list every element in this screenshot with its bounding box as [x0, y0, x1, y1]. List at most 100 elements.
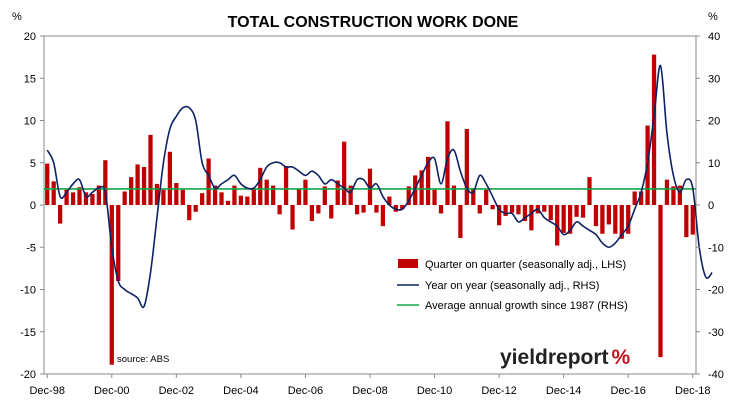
- bar-14: [135, 164, 140, 205]
- bar-40: [303, 179, 308, 205]
- legend: Quarter on quarter (seasonally adj., LHS…: [397, 259, 628, 312]
- bar-21: [180, 189, 185, 205]
- bar-69: [490, 205, 495, 210]
- bar-31: [245, 196, 250, 205]
- bar-0: [45, 163, 50, 205]
- bar-59: [425, 156, 431, 205]
- bar-58: [419, 170, 424, 205]
- left-axis: -20 -15 -10 -5 0 5 10 15 20: [20, 31, 44, 381]
- bar-15: [141, 166, 147, 205]
- bar-94: [651, 54, 657, 206]
- bar-98: [677, 185, 682, 205]
- x-axis: Dec-98 Dec-00 Dec-02 Dec-04 Dec-06 Dec-08 Dec-…: [29, 374, 711, 397]
- bar-24: [200, 193, 205, 205]
- bar-1: [51, 181, 56, 205]
- left-tick-label: -10: [20, 285, 36, 297]
- bar-48: [354, 205, 360, 215]
- left-tick-label: 0: [30, 200, 36, 212]
- x-tick-label: Dec-00: [94, 385, 129, 397]
- bar-88: [613, 205, 618, 234]
- x-tick-label: Dec-16: [610, 385, 645, 397]
- bar-35: [271, 185, 276, 205]
- bar-50: [367, 168, 373, 205]
- right-tick-label: -40: [708, 369, 724, 381]
- bar-18: [161, 189, 166, 205]
- bar-28: [225, 200, 231, 205]
- bar-16: [148, 134, 153, 205]
- bar-13: [129, 177, 134, 205]
- right-tick-label: 40: [708, 31, 720, 43]
- bar-32: [251, 188, 256, 205]
- right-axis-unit: %: [708, 11, 718, 23]
- bar-12: [122, 191, 127, 205]
- bar-55: [400, 205, 405, 210]
- bar-60: [432, 189, 437, 205]
- bar-4: [70, 192, 76, 205]
- bar-63: [451, 185, 457, 205]
- bar-72: [509, 205, 515, 213]
- bar-89: [619, 205, 624, 239]
- bar-5: [77, 187, 82, 205]
- year-on-year-line: [46, 64, 713, 309]
- bar-46: [342, 141, 347, 206]
- bar-49: [361, 205, 366, 213]
- bar-26: [212, 185, 218, 205]
- left-tick-label: -15: [20, 327, 36, 339]
- x-tick-label: Dec-18: [675, 385, 710, 397]
- bar-41: [309, 205, 315, 222]
- left-tick-label: 10: [24, 116, 36, 128]
- bar-38: [290, 205, 295, 230]
- bar-6: [83, 192, 89, 205]
- bar-65: [464, 128, 469, 205]
- right-tick-label: 30: [708, 73, 720, 85]
- bar-73: [516, 205, 521, 215]
- bar-66: [471, 188, 476, 205]
- right-axis: -40 -30 -20 -10 0 10 20 30 40: [696, 31, 724, 381]
- bar-99: [684, 205, 689, 238]
- bar-67: [477, 205, 482, 214]
- bar-20: [174, 183, 179, 205]
- bar-61: [438, 205, 444, 214]
- legend-label-line: Year on year (seasonally adj., RHS): [425, 280, 599, 292]
- bar-71: [503, 205, 508, 216]
- bar-33: [258, 167, 263, 205]
- left-axis-unit: %: [12, 11, 22, 23]
- bar-78: [548, 205, 553, 221]
- bar-100: [690, 205, 695, 235]
- brand-text: yieldreport%: [500, 346, 631, 369]
- bar-70: [496, 205, 502, 226]
- bar-75: [529, 205, 534, 231]
- bar-92: [639, 191, 644, 205]
- bar-74: [522, 205, 528, 222]
- right-tick-label: 20: [708, 116, 720, 128]
- left-tick-label: -5: [26, 242, 36, 254]
- bar-56: [406, 186, 411, 205]
- legend-swatch-bar: [398, 259, 418, 268]
- bar-80: [561, 205, 566, 233]
- bar-97: [671, 186, 676, 205]
- bar-29: [232, 185, 237, 205]
- bar-23: [193, 205, 198, 212]
- right-tick-label: -30: [708, 327, 724, 339]
- bar-85: [593, 205, 599, 227]
- bar-25: [206, 158, 211, 205]
- x-tick-label: Dec-04: [223, 385, 258, 397]
- left-tick-label: 5: [30, 158, 36, 170]
- x-tick-label: Dec-10: [417, 385, 452, 397]
- bar-81: [567, 205, 573, 234]
- bar-2: [58, 205, 63, 224]
- x-tick-label: Dec-98: [29, 385, 64, 397]
- chart-title: TOTAL CONSTRUCTION WORK DONE: [228, 14, 519, 31]
- bar-95: [658, 205, 663, 358]
- left-tick-label: 20: [24, 31, 36, 43]
- bar-36: [277, 205, 282, 215]
- x-tick-label: Dec-02: [159, 385, 194, 397]
- bar-91: [632, 191, 637, 205]
- legend-label-bar: Quarter on quarter (seasonally adj., LHS…: [425, 259, 626, 271]
- bar-37: [283, 166, 289, 205]
- right-tick-label: 0: [708, 200, 714, 212]
- x-tick-label: Dec-08: [352, 385, 387, 397]
- bar-9: [103, 160, 108, 205]
- yieldreport-logo: yieldreport%: [500, 346, 631, 369]
